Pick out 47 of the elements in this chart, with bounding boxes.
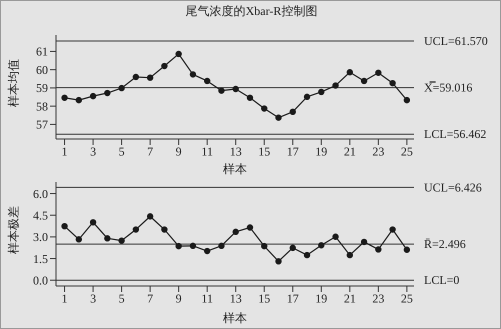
- x-tick-label: 13: [230, 292, 242, 306]
- x-tick-label: 21: [344, 144, 356, 159]
- x-tick-label: 9: [176, 292, 182, 306]
- y-tick-label: 6.0: [33, 186, 48, 201]
- x-tick-label: 13: [230, 144, 242, 159]
- x-tick-label: 3: [90, 144, 96, 159]
- y-tick-label: 4.5: [33, 208, 48, 222]
- x-tick-label: 7: [147, 292, 154, 306]
- x-tick-label: 19: [315, 144, 328, 159]
- ref-line-label: X̿=59.016: [424, 80, 472, 95]
- x-tick-label: 9: [176, 144, 182, 159]
- y-tick-label: 1.5: [33, 252, 48, 266]
- x-tick-label: 1: [62, 144, 68, 159]
- y-tick-label: 61: [36, 44, 48, 59]
- y-tick-label: 60: [36, 62, 48, 77]
- x-tick-label: 15: [258, 144, 270, 159]
- chart-title: 尾气浓度的Xbar-R控制图: [184, 3, 318, 20]
- x-tick-label: 15: [258, 292, 270, 306]
- x-tick-label: 11: [201, 144, 213, 159]
- ref-line-label: LCL=0: [424, 273, 460, 288]
- y-tick-label: 59: [36, 81, 48, 96]
- x-tick-label: 19: [315, 292, 328, 306]
- x-tick-label: 25: [400, 144, 413, 159]
- y-tick-label: 58: [36, 99, 48, 114]
- x-tick-label: 5: [118, 292, 125, 306]
- ref-line-label: UCL=6.426: [424, 180, 482, 194]
- x-tick-label: 23: [372, 144, 384, 159]
- ref-line-label: UCL=61.570: [424, 34, 488, 48]
- x-tick-label: 23: [372, 292, 384, 306]
- y-axis-title: 样本极差: [6, 206, 20, 254]
- x-tick-label: 7: [147, 144, 154, 159]
- y-tick-label: 57: [36, 118, 48, 132]
- y-axis-title: 样本均值: [6, 59, 20, 107]
- x-tick-label: 21: [344, 292, 356, 306]
- y-tick-label: 3.0: [33, 230, 48, 244]
- ref-line-label: LCL=56.462: [424, 127, 486, 142]
- x-tick-label: 17: [286, 144, 299, 159]
- x-tick-label: 11: [201, 292, 213, 306]
- x-tick-label: 17: [286, 292, 299, 306]
- x-tick-label: 1: [62, 292, 68, 306]
- x-tick-label: 5: [118, 144, 125, 159]
- x-tick-label: 3: [90, 292, 96, 306]
- x-axis-title: 样本: [223, 311, 247, 325]
- y-tick-label: 0.0: [33, 273, 48, 288]
- ref-line-label: R̄=2.496: [424, 237, 466, 252]
- x-tick-label: 25: [400, 292, 413, 306]
- x-axis-title: 样本: [223, 162, 247, 176]
